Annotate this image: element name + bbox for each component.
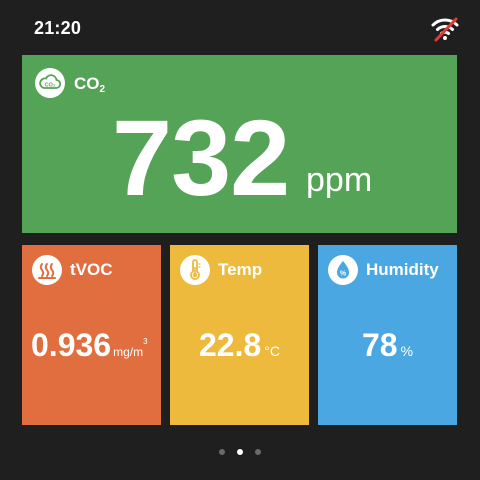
heat-waves-icon (32, 255, 62, 285)
tvoc-tile[interactable]: tVOC 0.936 mg/m3 (22, 245, 161, 425)
tvoc-reading: 0.936 mg/m3 (31, 325, 170, 372)
co2-value: 732 (112, 97, 290, 218)
temp-unit: °C (264, 343, 280, 359)
svg-text:CO₂: CO₂ (45, 83, 56, 89)
humidity-title: Humidity (366, 260, 439, 279)
status-bar: 21:20 (0, 0, 480, 52)
thermometer-icon (180, 255, 210, 285)
co2-title: CO2 (74, 74, 106, 95)
temp-reading: 22.8 °C (170, 325, 309, 372)
clock: 21:20 (34, 18, 82, 38)
tvoc-title: tVOC (70, 260, 113, 279)
humidity-reading: 78% (318, 325, 457, 372)
wifi-off-icon[interactable] (430, 16, 460, 42)
water-drop-percent-icon: % (328, 255, 358, 285)
page-dot[interactable] (237, 449, 243, 455)
svg-text:%: % (340, 271, 347, 278)
co2-tile[interactable]: CO₂ CO2 732 ppm (22, 55, 457, 233)
humidity-tile[interactable]: % Humidity 78% (318, 245, 457, 425)
co2-unit: ppm (306, 161, 373, 199)
humidity-value: 78 (361, 327, 398, 363)
temp-value: 22.8 (199, 327, 262, 363)
temp-tile[interactable]: Temp 22.8 °C (170, 245, 309, 425)
page-dot[interactable] (219, 449, 225, 455)
page-dot[interactable] (255, 449, 261, 455)
humidity-unit: % (400, 343, 414, 359)
temp-title: Temp (218, 260, 263, 279)
co2-cloud-icon: CO₂ (35, 68, 65, 98)
tvoc-unit: mg/m3 (113, 337, 148, 359)
page-indicator[interactable] (0, 449, 480, 457)
tvoc-value: 0.936 (31, 327, 112, 363)
